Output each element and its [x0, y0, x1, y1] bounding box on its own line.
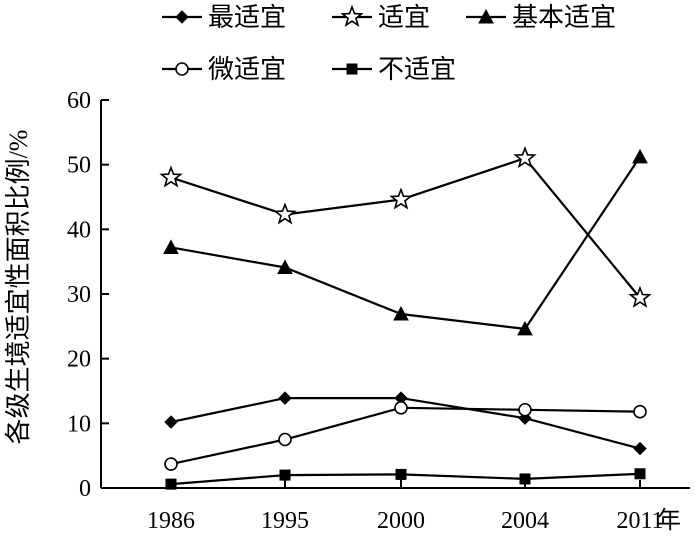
data-point-5-3 [395, 468, 407, 480]
legend-label: 适宜 [378, 3, 430, 32]
data-point-3-4 [517, 320, 533, 336]
data-point-2-1 [159, 165, 183, 188]
data-point-4-5 [633, 404, 647, 419]
data-point-5-2 [279, 469, 291, 481]
x-tick-label: 2011 [616, 508, 663, 534]
legend-marker [175, 10, 189, 24]
data-point-3-1 [163, 239, 179, 254]
x-tick-label: 2004 [501, 508, 549, 534]
data-point-4-2 [278, 432, 292, 447]
x-tick-label: 2000 [377, 508, 425, 534]
y-tick-label: 30 [67, 282, 91, 308]
legend-marker [340, 4, 364, 27]
y-tick-label: 50 [67, 153, 91, 179]
x-tick-label: 1986 [147, 508, 195, 534]
data-point-2-4 [513, 145, 537, 169]
legend-label: 微适宜 [208, 55, 286, 84]
y-tick-label: 60 [67, 88, 91, 114]
data-point-1-1 [164, 415, 178, 429]
x-tick-label: 1995 [261, 508, 309, 534]
data-point-1-2 [278, 391, 292, 405]
legend-marker [478, 8, 494, 24]
data-point-1-5 [633, 441, 647, 456]
series-line-2 [170, 156, 641, 299]
data-point-5-1 [165, 478, 177, 490]
y-tick-label: 0 [79, 476, 91, 502]
data-point-4-4 [518, 402, 532, 417]
legend-marker [175, 62, 189, 76]
series-markers [159, 145, 652, 490]
data-point-3-3 [393, 305, 409, 321]
y-tick-label: 20 [67, 347, 91, 373]
data-point-5-4 [519, 473, 531, 485]
legend-label: 最适宜 [208, 3, 286, 32]
series-line-3 [170, 156, 641, 331]
data-point-4-1 [164, 457, 178, 471]
data-point-2-2 [273, 202, 297, 225]
data-point-4-3 [394, 401, 408, 415]
x-unit-label: 年 [657, 507, 681, 534]
y-tick-label: 10 [67, 411, 91, 437]
y-axis-label: 各级生境适宜性面积比例/% [4, 130, 33, 445]
data-point-2-5 [628, 285, 652, 308]
data-point-3-2 [277, 259, 293, 274]
data-point-5-5 [634, 468, 646, 480]
data-point-3-5 [632, 148, 648, 164]
legend-label: 基本适宜 [512, 3, 616, 32]
series-line-4 [170, 406, 641, 466]
legend-marker [346, 63, 358, 75]
y-tick-label: 40 [67, 217, 91, 243]
legend-label: 不适宜 [378, 55, 456, 84]
data-point-2-3 [389, 187, 413, 210]
